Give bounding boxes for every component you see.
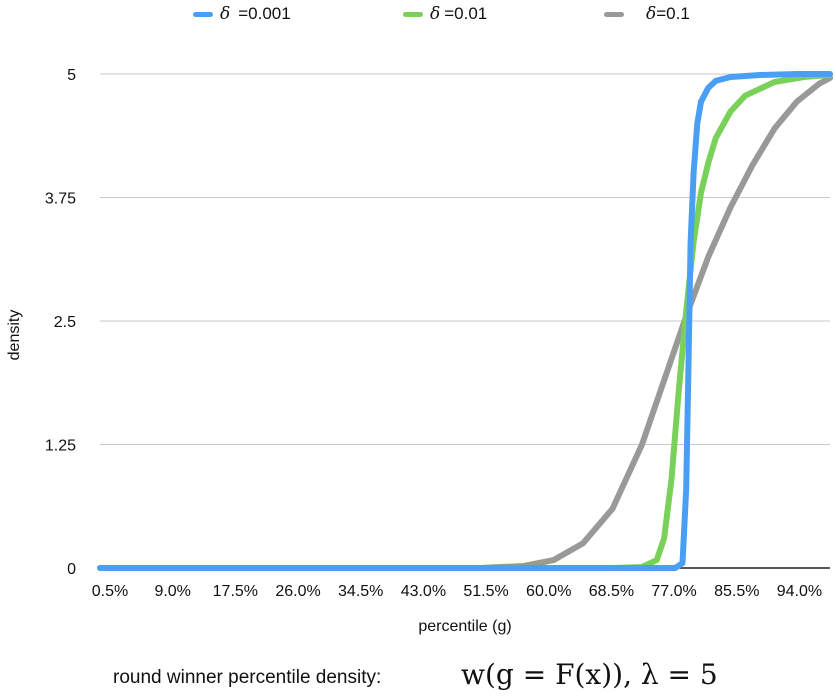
legend-item-delta-0.01: δ =0.01 [403,4,487,24]
legend-swatch-blue [193,11,213,17]
legend-item-delta-0.1: δ =0.1 [604,4,690,24]
x-tick-label: 43.0% [401,583,446,600]
legend-symbol: δ [220,4,231,24]
x-tick-label: 85.5% [714,583,759,600]
x-tick-label: 17.5% [213,583,258,600]
y-axis-label-wrap: density [4,310,26,361]
x-tick-label: 26.0% [275,583,320,600]
legend-symbol: δ [430,4,441,24]
x-tick-label: 0.5% [92,583,128,600]
y-tick-label: 2.5 [54,314,76,331]
x-tick-label: 94.0% [777,583,822,600]
y-tick-label: 0 [67,561,76,578]
series-line-2 [97,75,833,571]
x-tick-label: 51.5% [463,583,508,600]
y-tick-label: 3.75 [45,191,76,208]
x-tick-label: 60.0% [526,583,571,600]
legend-item-delta-0.001: δ =0.001 [193,4,291,24]
y-tick-label: 5 [67,67,76,84]
legend: δ =0.001 δ =0.01 δ =0.1 [0,4,836,28]
caption-formula: w(g = F(x)), λ = 5 [461,658,718,691]
legend-swatch-gray [604,11,624,17]
x-axis-label: percentile (g) [418,618,512,635]
legend-label: =0.1 [656,4,690,23]
x-tick-label: 68.5% [589,583,634,600]
legend-swatch-green [403,11,423,17]
legend-label: =0.001 [238,4,291,23]
x-tick-label: 9.0% [154,583,190,600]
caption: round winner percentile density: w(g = F… [0,656,836,696]
caption-text: round winner percentile density: [113,667,382,688]
y-axis-label: density [6,309,23,361]
legend-symbol: δ [646,4,657,24]
y-tick-label: 1.25 [45,438,76,455]
x-tick-label: 34.5% [338,583,383,600]
x-tick-label: 77.0% [651,583,696,600]
legend-label: =0.01 [444,4,488,23]
series-line-0 [97,71,833,571]
